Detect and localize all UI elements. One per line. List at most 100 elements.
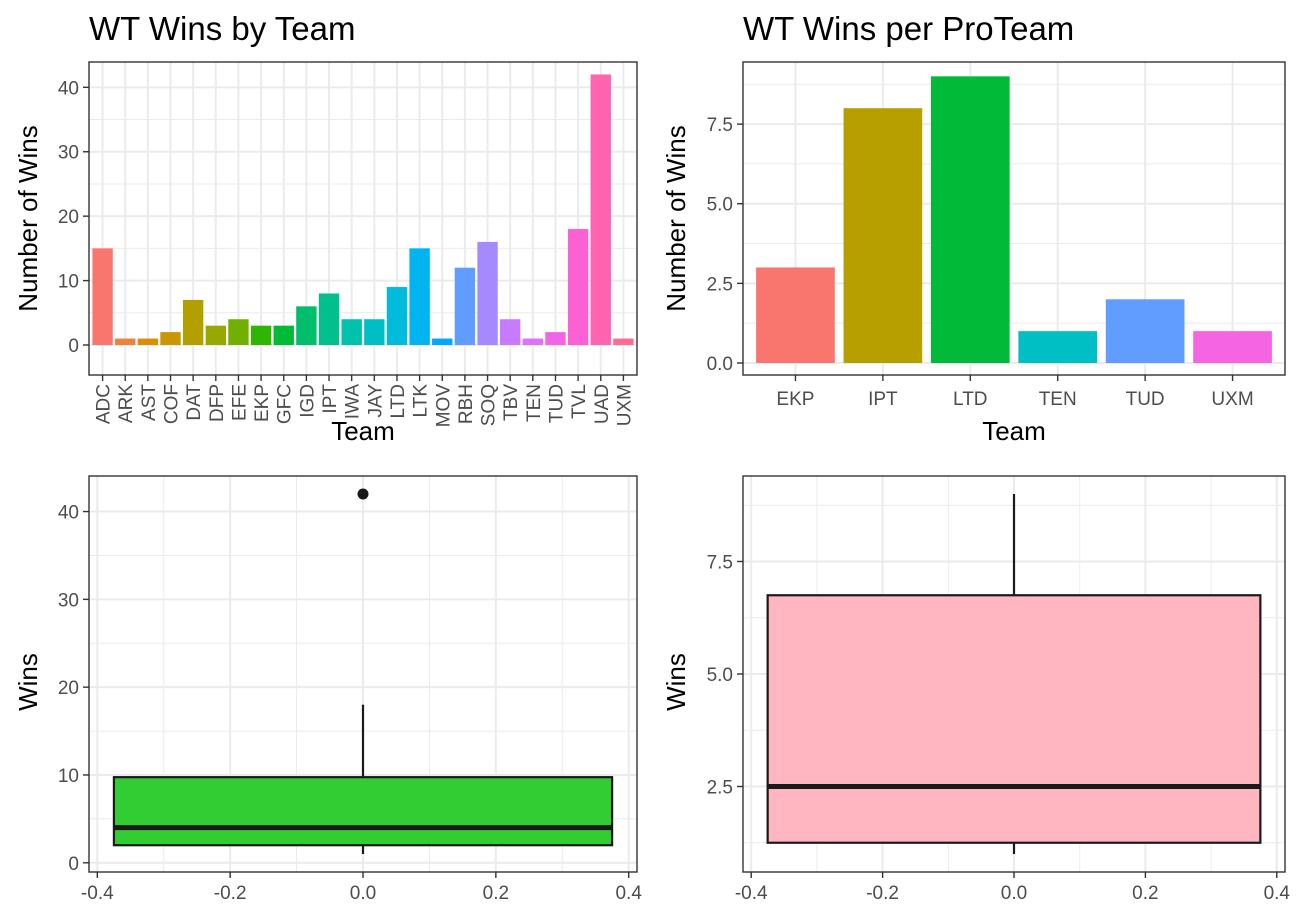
x-tick-label-dfp: DFP [207, 384, 228, 422]
bar-uxm [1193, 331, 1272, 363]
bar-ark [115, 338, 136, 345]
y-tick-label: 10 [58, 272, 79, 293]
y-tick-label: 7.5 [707, 115, 733, 136]
y-tick-label: 20 [58, 678, 79, 699]
bar-igd [296, 306, 317, 345]
x-tick-label-tbv: TBV [501, 384, 522, 421]
x-tick-label: 0.4 [1264, 883, 1291, 904]
x-tick-label-gfc: GFC [275, 384, 296, 424]
bar-uad [590, 74, 611, 345]
bar-ltd [386, 287, 408, 345]
x-tick-label-ast: AST [139, 384, 160, 421]
x-tick-label-igd: IGD [297, 384, 318, 418]
x-tick-label-adc: ADC [94, 384, 115, 424]
x-tick-label-ltd: LTD [953, 389, 987, 410]
y-tick-label: 5.0 [707, 195, 733, 216]
y-tick-label: 40 [58, 78, 79, 99]
x-tick-label-ark: ARK [116, 384, 137, 423]
x-tick-label: -0.2 [214, 883, 247, 904]
y-axis-title: Number of Wins [661, 125, 691, 311]
bar-tbv [500, 319, 521, 345]
x-axis-title: Team [331, 416, 395, 446]
x-tick-label-jay: JAY [365, 384, 386, 418]
x-tick-label: -0.4 [81, 883, 114, 904]
bar-gfc [273, 325, 294, 345]
bar-iwa [341, 319, 362, 345]
y-axis-title: Number of Wins [13, 125, 43, 311]
bar-mov [432, 338, 453, 345]
y-tick-label: 30 [58, 143, 79, 164]
panel-border [88, 61, 638, 376]
x-tick-label-uxm: UXM [614, 384, 635, 426]
bar-ten [522, 338, 544, 345]
bar-uxm [613, 338, 634, 345]
boxplot-team-wins: 0 10 20 30 40 -0.4 -0.2 0.0 0.2 0.4 Wins [13, 475, 642, 904]
bar-rbh [454, 267, 476, 345]
bar-ten [1018, 331, 1098, 363]
bar-dfp [205, 325, 226, 345]
bar-tvl [567, 229, 589, 345]
x-tick-label-ekp: EKP [252, 384, 273, 422]
x-tick-label: 0.0 [1001, 883, 1027, 904]
chart-title-wins-per-proteam: WT Wins per ProTeam [743, 10, 1074, 47]
chart-title-wins-by-team: WT Wins by Team [89, 10, 356, 47]
y-tick-label: 0 [68, 336, 79, 357]
bar-ipt [843, 108, 923, 364]
bar-tud [1105, 299, 1185, 363]
x-tick-label-mov: MOV [433, 384, 454, 428]
box-iqr [766, 594, 1262, 844]
x-tick-label-tvl: TVL [569, 384, 590, 419]
x-tick-label: -0.2 [866, 883, 899, 904]
bar-jay [364, 319, 385, 345]
bar-ast [137, 338, 159, 345]
y-tick-label: 7.5 [707, 553, 733, 574]
y-tick-label: 30 [58, 590, 79, 611]
x-tick-label-tud: TUD [1126, 389, 1165, 410]
x-tick-label-iwa: IWA [343, 384, 364, 420]
boxplot-proteam-wins: 2.5 5.0 7.5 -0.4 -0.2 0.0 0.2 0.4 Wins [661, 475, 1291, 904]
bar-efe [228, 319, 249, 345]
x-tick-label: 0.2 [1132, 883, 1158, 904]
y-tick-label: 5.0 [707, 665, 733, 686]
y-tick-label: 0.0 [707, 354, 733, 375]
plot-background [89, 62, 637, 375]
x-tick-label: 0.0 [350, 883, 376, 904]
x-tick-label-uxm: UXM [1211, 389, 1253, 410]
x-tick-label-ltk: LTK [411, 384, 432, 418]
y-tick-label: 2.5 [707, 274, 733, 295]
bar-ltd [930, 76, 1010, 363]
y-tick-label: 0 [68, 854, 79, 875]
bar-ltk [409, 248, 430, 345]
x-tick-label-uad: UAD [592, 384, 613, 424]
x-axis-title: Team [982, 416, 1046, 446]
box-iqr [112, 776, 614, 847]
y-tick-label: 10 [58, 766, 79, 787]
bar-ekp [756, 267, 835, 363]
bar-cof [160, 332, 181, 345]
x-tick-label-soq: SOQ [479, 384, 500, 426]
x-tick-label-ten: TEN [524, 384, 545, 422]
bar-soq [477, 241, 498, 345]
y-axis-title: Wins [13, 653, 43, 711]
bar-ipt [318, 293, 340, 345]
bar-ekp [250, 325, 272, 345]
x-tick-label-dat: DAT [184, 384, 205, 421]
x-tick-label-cof: COF [162, 384, 183, 424]
bar-adc [92, 248, 113, 345]
y-axis-title: Wins [661, 653, 691, 711]
bar-chart-wins-per-proteam: 0.0 2.5 5.0 7.5 EKP IPT LTD TEN TUD UXM Team Number… [661, 61, 1286, 446]
bar-tud [545, 332, 566, 345]
y-tick-label: 20 [58, 207, 79, 228]
x-tick-label-ipt: IPT [868, 389, 898, 410]
x-tick-label: -0.4 [735, 883, 768, 904]
x-tick-label-rbh: RBH [456, 384, 477, 424]
bar-dat [182, 299, 204, 345]
x-tick-label-ltd: LTD [388, 384, 409, 418]
y-tick-label: 2.5 [707, 778, 733, 799]
x-tick-label-ipt: IPT [320, 384, 341, 414]
outlier-point [357, 488, 369, 500]
x-tick-label-ekp: EKP [776, 389, 814, 410]
x-tick-label-efe: EFE [229, 384, 250, 421]
